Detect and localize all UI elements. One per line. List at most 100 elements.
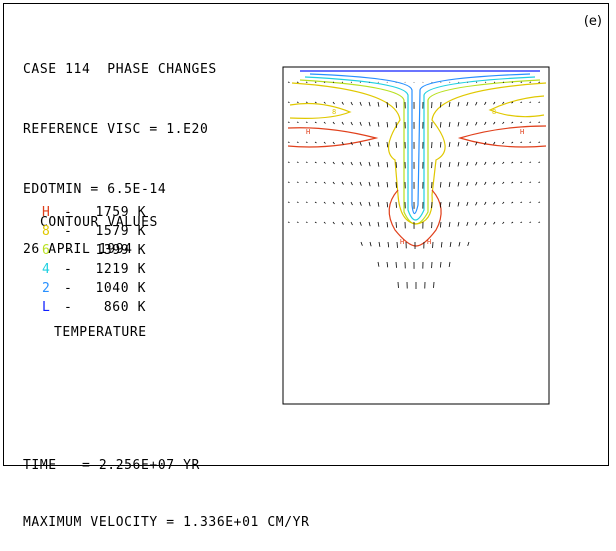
velocity-arrow [315, 122, 317, 123]
velocity-arrow [521, 222, 523, 223]
velocity-arrow [512, 222, 514, 223]
contour-tick-labels: 8 8 H H H H [306, 108, 524, 246]
velocity-arrow [539, 222, 541, 223]
velocity-arrow [387, 142, 388, 147]
velocity-arrow [476, 202, 478, 205]
velocity-arrow [306, 182, 308, 183]
velocity-arrow [539, 142, 541, 143]
velocity-arrow [494, 182, 496, 184]
velocity-arrow [440, 222, 441, 228]
velocity-arrow [378, 222, 379, 227]
velocity-arrow [387, 202, 388, 207]
contour-tag: 8 [332, 108, 336, 116]
velocity-arrow [360, 162, 361, 166]
velocity-arrow [324, 142, 326, 143]
contour-tag: H [427, 238, 431, 246]
velocity-arrow [440, 142, 441, 148]
velocity-arrow [449, 202, 450, 207]
velocity-arrow [512, 182, 514, 183]
velocity-arrow [476, 162, 478, 165]
velocity-arrow [458, 82, 459, 83]
velocity-arrow [450, 242, 451, 247]
velocity-arrow [342, 202, 344, 205]
velocity-arrow [458, 202, 459, 206]
velocity-arrow [396, 202, 397, 208]
velocity-arrow [396, 222, 397, 228]
velocity-arrow [459, 242, 460, 246]
velocity-arrow [342, 222, 344, 225]
velocity-arrow [306, 82, 307, 83]
velocity-arrow [449, 122, 450, 127]
velocity-arrow [379, 242, 380, 247]
velocity-arrow [351, 202, 353, 205]
velocity-arrow [288, 122, 290, 123]
temperature-contours [288, 71, 546, 246]
velocity-arrow [333, 162, 335, 164]
velocity-arrow [378, 142, 379, 147]
velocity-arrow [476, 222, 478, 225]
velocity-arrow [333, 122, 335, 124]
velocity-arrow [476, 122, 478, 125]
velocity-arrow [503, 162, 505, 164]
velocity-arrow [360, 182, 361, 186]
contour-8-left-lobe [290, 104, 350, 119]
velocity-arrow [315, 182, 317, 183]
contour-tag: H [400, 238, 404, 246]
velocity-arrow [360, 202, 361, 206]
contour-8-right-lobe [490, 96, 544, 117]
contour-H-left [288, 128, 376, 147]
velocity-arrow [360, 102, 361, 106]
velocity-arrow [530, 82, 531, 83]
velocity-arrow [467, 162, 468, 166]
velocity-arrow [458, 182, 459, 186]
velocity-arrow [494, 202, 496, 204]
velocity-arrow [449, 102, 450, 107]
velocity-arrow [342, 122, 344, 125]
velocity-arrow [333, 82, 334, 83]
contour-H-right [460, 126, 546, 147]
velocity-arrow [530, 202, 532, 203]
velocity-arrow [521, 162, 523, 163]
velocity-arrow [333, 102, 335, 104]
velocity-arrow [539, 182, 541, 183]
velocity-arrow [370, 242, 371, 246]
velocity-arrow [378, 262, 379, 267]
velocity-arrow [378, 162, 379, 167]
velocity-arrow [530, 142, 532, 143]
velocity-arrow [333, 142, 335, 144]
velocity-arrow [503, 202, 505, 204]
velocity-arrow [369, 82, 370, 83]
velocity-arrow [306, 122, 308, 123]
velocity-arrow [458, 162, 459, 166]
velocity-arrow [512, 202, 514, 203]
velocity-arrow [324, 82, 325, 83]
velocity-arrow [539, 122, 541, 123]
velocity-arrow [387, 162, 388, 167]
velocity-arrow [476, 82, 477, 83]
velocity-arrow [288, 162, 290, 163]
velocity-arrow [539, 162, 541, 163]
velocity-arrow [503, 102, 505, 104]
velocity-arrow [467, 182, 468, 186]
velocity-arrow [297, 202, 299, 203]
velocity-arrow [306, 142, 308, 143]
velocity-arrow [396, 262, 397, 268]
velocity-arrow [468, 242, 469, 246]
velocity-arrow [485, 102, 487, 105]
velocity-arrow [306, 102, 308, 103]
velocity-arrow [467, 222, 468, 226]
velocity-arrow [360, 82, 361, 83]
velocity-arrow [297, 122, 299, 123]
velocity-arrow [396, 102, 397, 108]
velocity-arrow [378, 202, 379, 207]
velocity-arrow [530, 162, 532, 163]
velocity-arrow [396, 142, 397, 148]
velocity-arrow [458, 122, 459, 126]
velocity-arrow [388, 242, 389, 247]
velocity-arrow [315, 222, 317, 223]
contour-tag: 8 [492, 108, 496, 116]
velocity-arrow [530, 222, 532, 223]
velocity-arrow [297, 182, 299, 183]
velocity-arrow [485, 122, 487, 125]
velocity-arrow [494, 162, 496, 164]
